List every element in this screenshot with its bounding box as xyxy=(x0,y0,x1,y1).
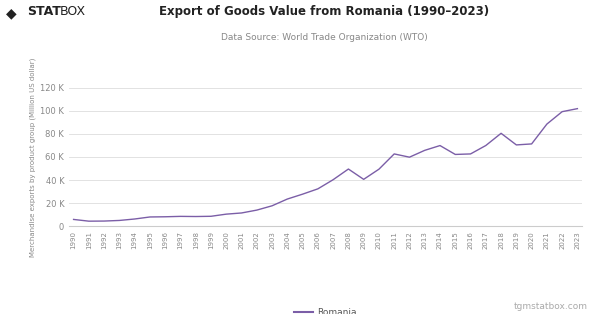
Y-axis label: Merchandise exports by product group (Million US dollar): Merchandise exports by product group (Mi… xyxy=(29,57,36,257)
Text: tgmstatbox.com: tgmstatbox.com xyxy=(514,302,588,311)
Text: STAT: STAT xyxy=(27,5,61,18)
Text: Data Source: World Trade Organization (WTO): Data Source: World Trade Organization (W… xyxy=(221,33,427,42)
Legend: Romania: Romania xyxy=(291,305,360,314)
Text: ◆: ◆ xyxy=(6,6,17,20)
Text: BOX: BOX xyxy=(59,5,86,18)
Text: Export of Goods Value from Romania (1990–2023): Export of Goods Value from Romania (1990… xyxy=(159,5,489,18)
